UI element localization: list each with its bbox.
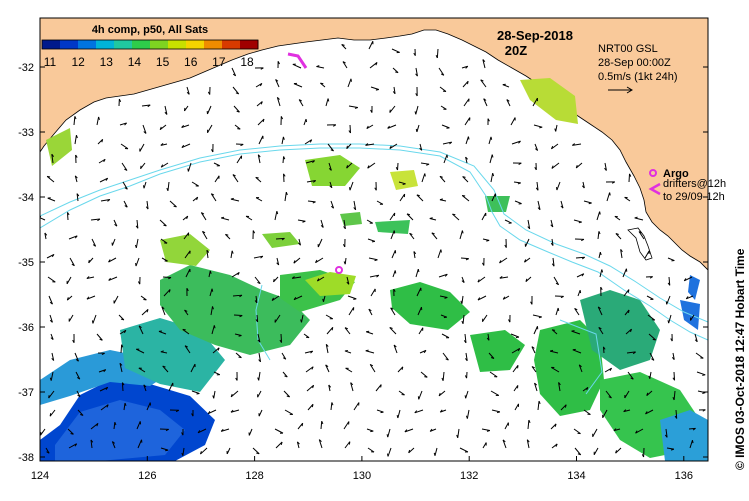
colorbar-tick-label: 18 bbox=[240, 55, 254, 69]
colorbar-swatch bbox=[150, 40, 169, 49]
currents-source: NRT00 GSL bbox=[598, 43, 658, 55]
colorbar-swatch bbox=[168, 40, 187, 49]
currents-datetime: 28-Sep 00:00Z bbox=[598, 57, 671, 69]
colorbar-swatch bbox=[222, 40, 241, 49]
colorbar-tick-label: 16 bbox=[184, 55, 198, 69]
x-tick-label: 126 bbox=[138, 470, 156, 482]
map-date: 28-Sep-2018 bbox=[497, 28, 573, 43]
colorbar-swatch bbox=[78, 40, 97, 49]
colorbar-tick-label: 13 bbox=[100, 55, 114, 69]
colorbar-swatch bbox=[42, 40, 61, 49]
y-tick-label: -36 bbox=[18, 322, 34, 334]
current-vector bbox=[437, 49, 438, 58]
x-tick-label: 128 bbox=[245, 470, 263, 482]
drifters-label-1: drifters@12h bbox=[663, 178, 726, 190]
x-tick-label: 132 bbox=[460, 470, 478, 482]
x-tick-label: 136 bbox=[675, 470, 693, 482]
colorbar-tick-label: 14 bbox=[128, 55, 142, 69]
current-vector bbox=[121, 345, 122, 353]
y-tick-label: -33 bbox=[18, 127, 34, 139]
credit-text: © IMOS 03-Oct-2018 12:47 Hobart Time bbox=[733, 249, 747, 470]
map-time: 20Z bbox=[505, 43, 527, 58]
y-tick-label: -32 bbox=[18, 62, 34, 74]
colorbar-tick-label: 12 bbox=[71, 55, 85, 69]
colorbar-tick-label: 17 bbox=[212, 55, 226, 69]
y-tick-label: -37 bbox=[18, 387, 34, 399]
colorbar-swatch bbox=[204, 40, 223, 49]
currents-scale: 0.5m/s (1kt 24h) bbox=[598, 71, 677, 83]
y-tick-label: -34 bbox=[18, 192, 34, 204]
current-vector bbox=[461, 258, 469, 259]
current-vector bbox=[163, 277, 171, 278]
colorbar-swatch bbox=[240, 40, 259, 49]
x-tick-label: 124 bbox=[31, 470, 49, 482]
y-tick-label: -35 bbox=[18, 257, 34, 269]
colorbar-title: 4h comp, p50, All Sats bbox=[92, 24, 208, 36]
current-vector bbox=[234, 315, 242, 316]
colorbar-swatch bbox=[114, 40, 133, 49]
x-tick-label: 134 bbox=[567, 470, 585, 482]
colorbar-swatch bbox=[186, 40, 205, 49]
colorbar-swatch bbox=[96, 40, 115, 49]
x-tick-label: 130 bbox=[353, 470, 371, 482]
colorbar-swatch bbox=[60, 40, 79, 49]
drifters-label-2: to 29/09-12h bbox=[663, 191, 725, 203]
colorbar-tick-label: 15 bbox=[156, 55, 170, 69]
current-vector bbox=[321, 421, 322, 429]
y-tick-label: -38 bbox=[18, 452, 34, 464]
colorbar-tick-label: 11 bbox=[44, 55, 57, 69]
colorbar-swatch bbox=[132, 40, 151, 49]
